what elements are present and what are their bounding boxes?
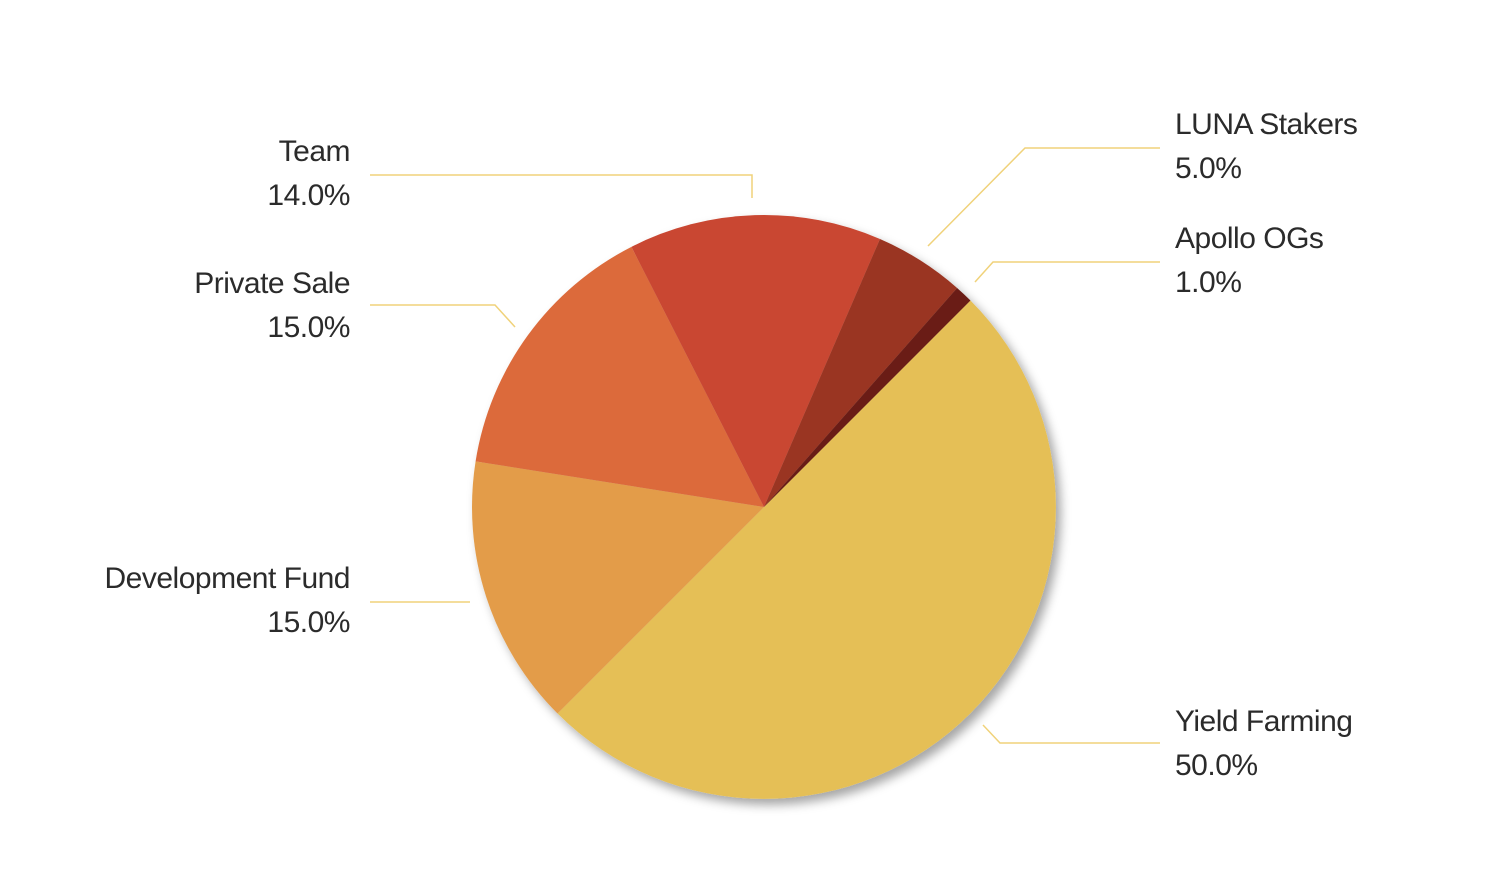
pie-slice: [764, 239, 958, 507]
slice-value-label: 1.0%: [1175, 266, 1241, 299]
slice-value-label: 50.0%: [1175, 749, 1258, 782]
leader-line: [974, 261, 1160, 283]
leader-line: [370, 304, 516, 328]
pie-slice: [472, 461, 764, 714]
slice-value-label: 14.0%: [267, 179, 350, 212]
pie-slice: [557, 300, 1056, 799]
leader-line: [370, 174, 753, 198]
slice-value-label: 15.0%: [267, 311, 350, 344]
slice-label: Team: [279, 135, 350, 168]
slice-label: Development Fund: [105, 562, 350, 595]
leader-line: [927, 147, 1160, 247]
pie-slice: [475, 246, 764, 507]
slice-value-label: 15.0%: [267, 606, 350, 639]
pie-slice: [764, 287, 971, 507]
pie-slice: [631, 215, 880, 508]
slice-label: LUNA Stakers: [1175, 108, 1357, 141]
slice-label: Apollo OGs: [1175, 222, 1323, 255]
slice-label: Private Sale: [194, 267, 350, 300]
slice-label: Yield Farming: [1175, 705, 1352, 738]
slice-value-label: 5.0%: [1175, 152, 1241, 185]
pie: [472, 215, 1056, 799]
leader-line: [982, 724, 1160, 744]
